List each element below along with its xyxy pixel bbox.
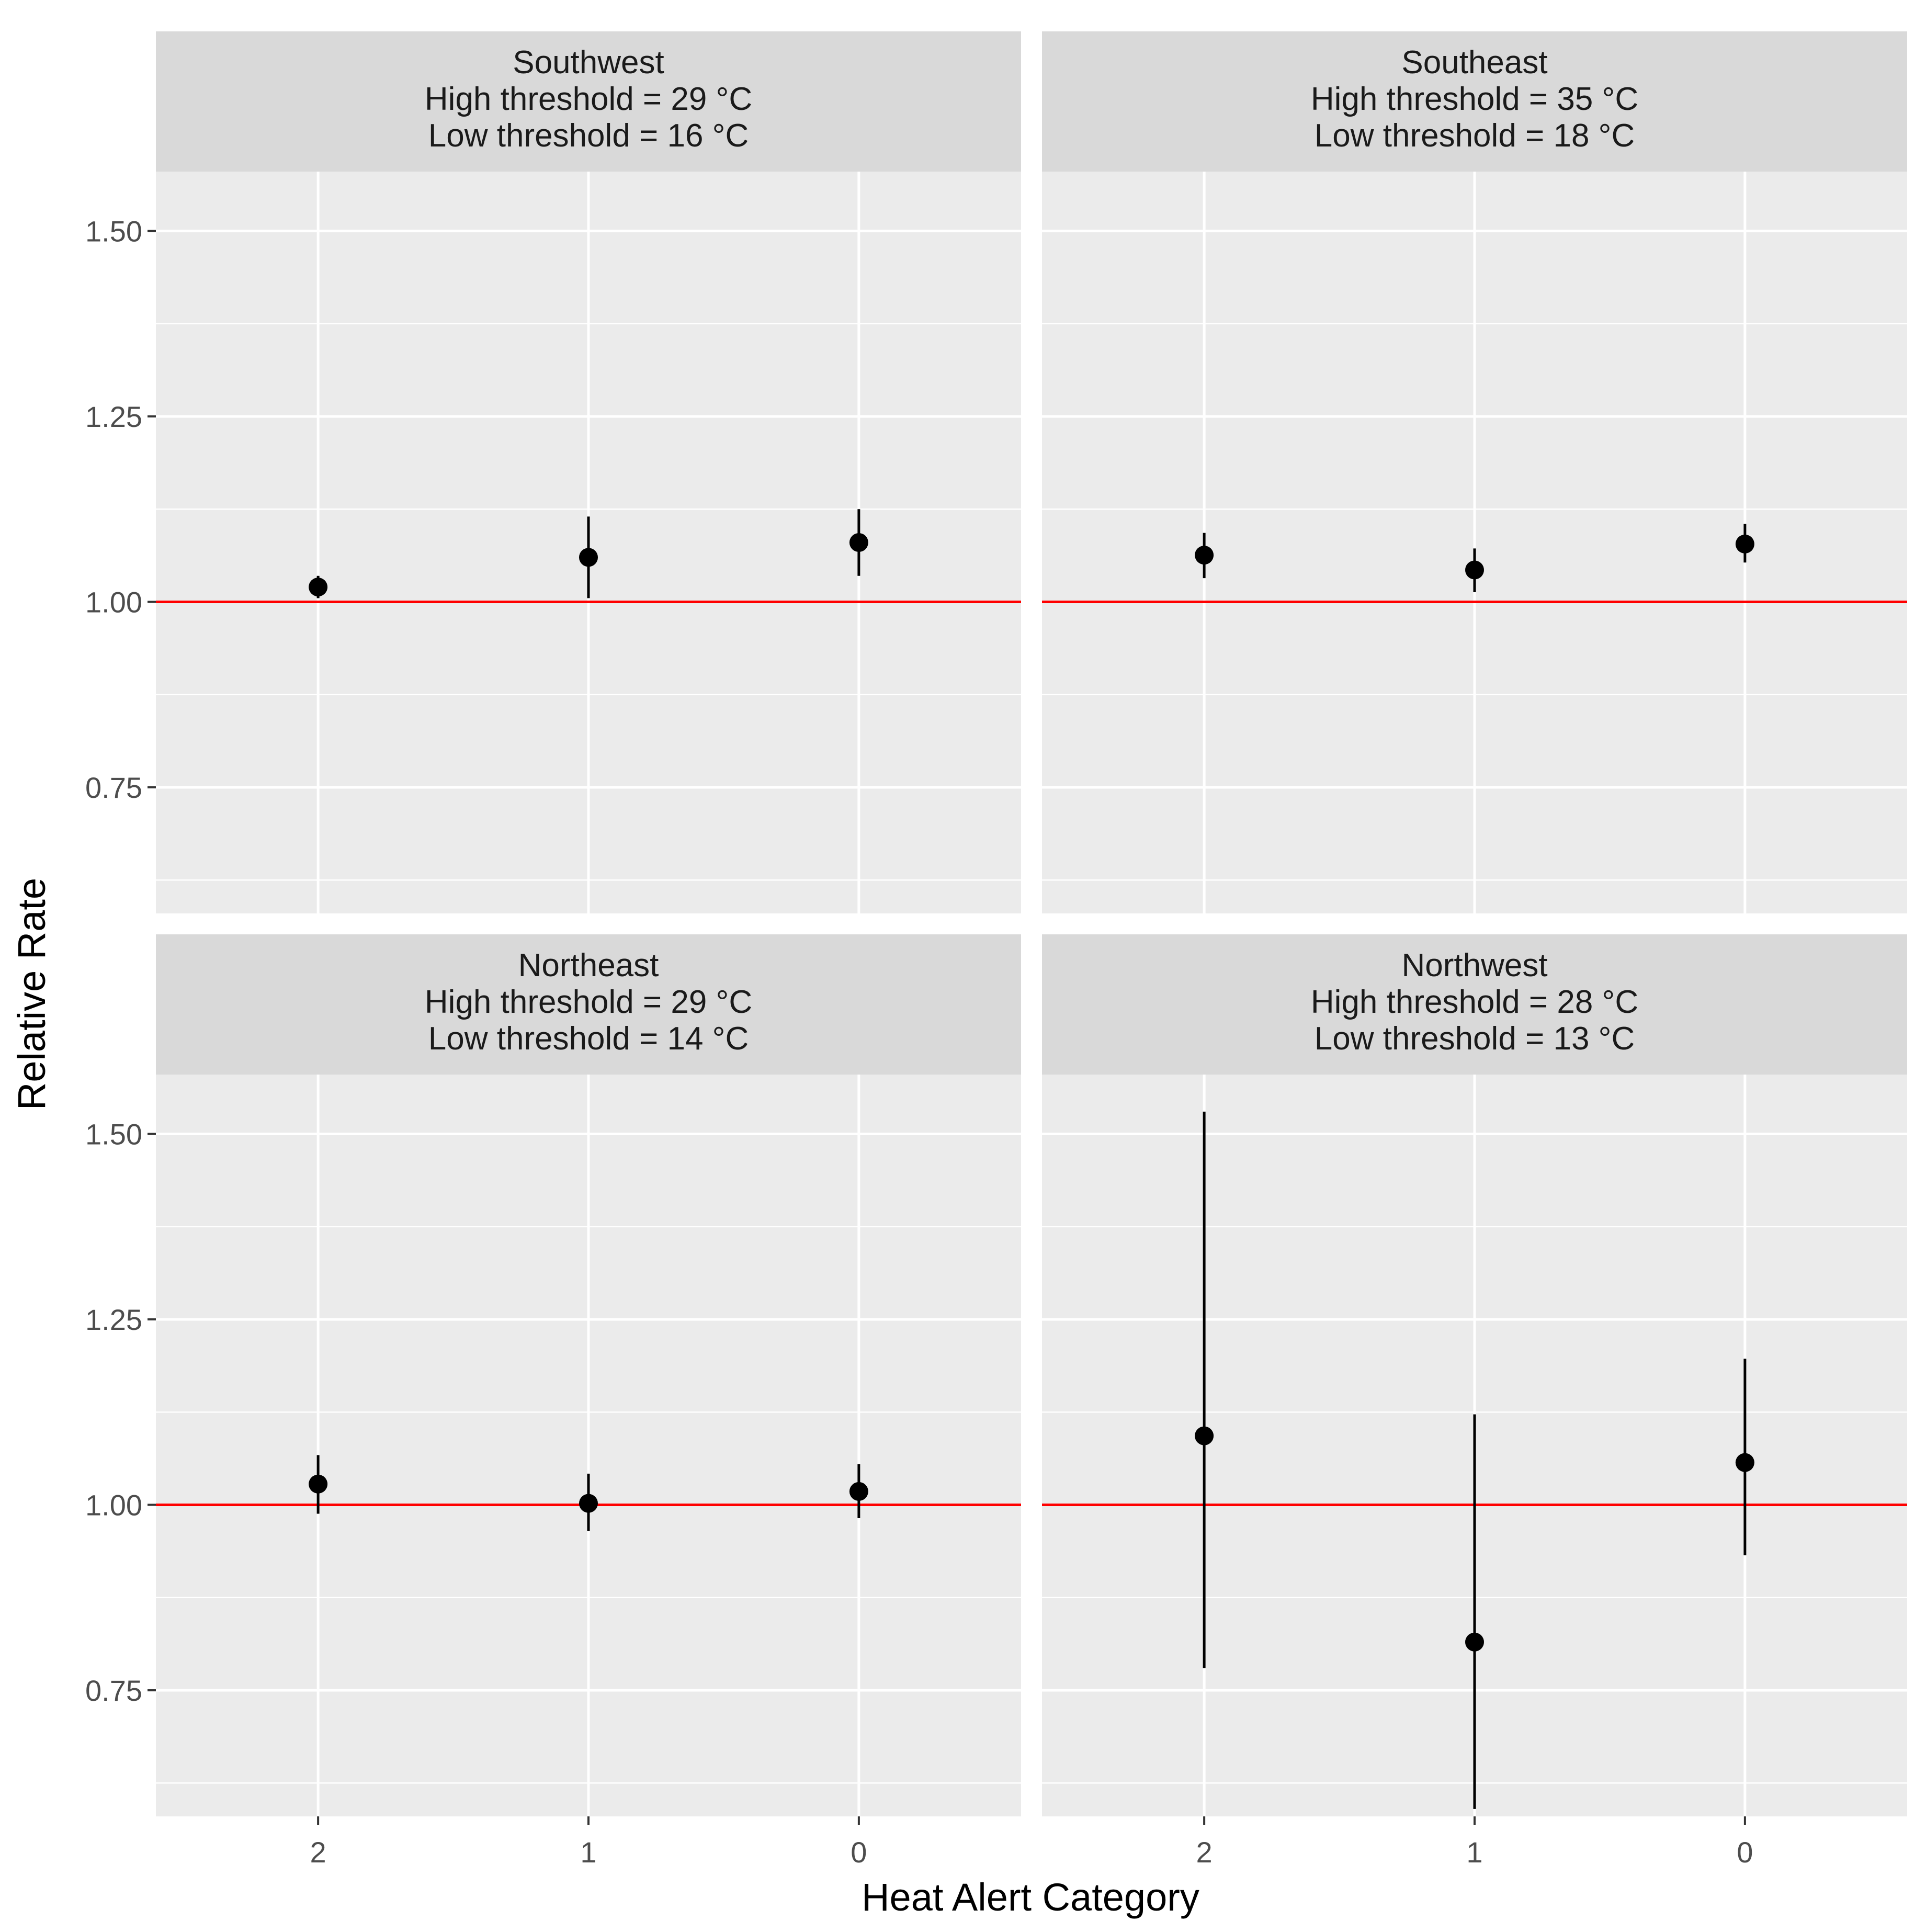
strip-high-threshold-southwest: High threshold = 29 °C — [425, 81, 752, 117]
strip-northeast — [156, 934, 1021, 1075]
y-tick-label: 1.00 — [85, 1488, 142, 1521]
x-tick-label: 2 — [1196, 1836, 1213, 1869]
data-point-southwest-cat-0 — [849, 533, 868, 552]
data-point-southeast-cat-1 — [1465, 560, 1484, 580]
strip-low-threshold-southeast: Low threshold = 18 °C — [1315, 118, 1635, 154]
data-point-southeast-cat-2 — [1195, 546, 1214, 565]
y-tick-label: 0.75 — [85, 771, 142, 804]
strip-high-threshold-northwest: High threshold = 28 °C — [1311, 984, 1638, 1020]
y-tick-label: 0.75 — [85, 1674, 142, 1707]
x-tick-label: 1 — [1466, 1836, 1482, 1869]
data-point-southeast-cat-0 — [1735, 534, 1754, 553]
strip-title-southwest: Southwest — [513, 44, 664, 81]
y-axis-title: Relative Rate — [10, 878, 53, 1110]
y-tick-label: 1.25 — [85, 1303, 142, 1336]
data-point-northeast-cat-2 — [309, 1474, 328, 1494]
x-tick-label: 0 — [851, 1836, 867, 1869]
y-tick-label: 1.25 — [85, 400, 142, 433]
data-point-southwest-cat-1 — [579, 548, 598, 567]
strip-title-northeast: Northeast — [518, 947, 659, 984]
x-tick-label: 1 — [580, 1836, 596, 1869]
data-point-northeast-cat-0 — [849, 1482, 868, 1501]
x-axes: 2 1 0 2 1 0 — [310, 1816, 1753, 1869]
data-point-northwest-cat-2 — [1195, 1426, 1214, 1445]
strip-southwest — [156, 31, 1021, 172]
data-point-northwest-cat-1 — [1465, 1632, 1484, 1652]
strip-low-threshold-southwest: Low threshold = 16 °C — [428, 118, 749, 154]
strip-low-threshold-northeast: Low threshold = 14 °C — [428, 1021, 749, 1057]
x-axis-title: Heat Alert Category — [862, 1875, 1199, 1919]
strip-low-threshold-northwest: Low threshold = 13 °C — [1315, 1021, 1635, 1057]
x-tick-label: 0 — [1737, 1836, 1753, 1869]
strip-title-southeast: Southeast — [1401, 44, 1547, 81]
data-point-southwest-cat-2 — [309, 578, 328, 597]
y-tick-label: 1.50 — [85, 214, 142, 247]
y-axes: 0.75 1.00 1.25 1.50 0.75 1.00 1.25 1.50 — [85, 214, 156, 1707]
x-tick-label: 2 — [310, 1836, 326, 1869]
strip-high-threshold-southeast: High threshold = 35 °C — [1311, 81, 1638, 117]
data-point-northeast-cat-1 — [579, 1494, 598, 1513]
y-tick-label: 1.50 — [85, 1117, 142, 1150]
strip-northwest — [1042, 934, 1907, 1075]
strip-title-northwest: Northwest — [1401, 947, 1547, 984]
strip-southeast — [1042, 31, 1907, 172]
strip-high-threshold-northeast: High threshold = 29 °C — [425, 984, 752, 1020]
data-point-northwest-cat-0 — [1735, 1453, 1754, 1472]
y-tick-label: 1.00 — [85, 585, 142, 618]
